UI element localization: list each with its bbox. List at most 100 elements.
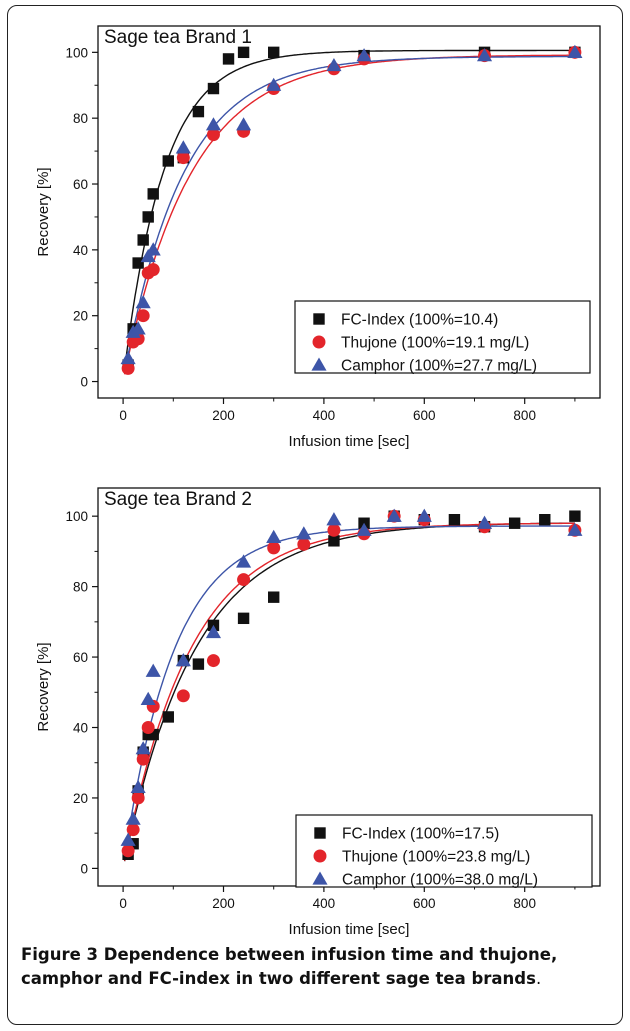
chart2-thujone-point <box>176 689 190 703</box>
chart1-camphor-point <box>135 294 151 309</box>
chart1-fc-index-point <box>207 82 220 95</box>
chart1-thujone-point <box>121 361 135 375</box>
chart2-camphor-point <box>125 811 141 825</box>
chart2-fc-index-fit-curve <box>123 522 575 862</box>
chart1-y-tick-label: 20 <box>73 309 88 324</box>
chart1-thujone-point <box>146 263 160 277</box>
chart1-legend-thujone-marker <box>312 335 326 349</box>
chart2-camphor-point <box>135 741 151 755</box>
chart2-thujone-point <box>267 541 281 555</box>
chart1-camphor-point <box>567 44 583 59</box>
chart2-camphor-points <box>120 508 583 846</box>
chart2-thujone-point <box>327 523 341 537</box>
chart1-y-tick-label: 60 <box>73 177 88 192</box>
chart1-camphor-point <box>120 350 136 365</box>
chart2-fc-index-point <box>192 658 205 670</box>
chart2-title: Sage tea Brand 2 <box>104 489 252 510</box>
chart2-fc-index-point <box>147 728 159 741</box>
chart2-camphor-point <box>266 529 282 543</box>
chart2-camphor-point <box>476 515 493 529</box>
chart2-fc-index-point <box>328 535 340 547</box>
chart1-thujone-point <box>176 151 190 165</box>
chart1-thujone-fit-curve <box>123 54 575 375</box>
chart1-thujone-point <box>206 128 220 142</box>
chart1-legend-camphor-marker <box>311 357 327 371</box>
chart2-x-axis-label: Infusion time [sec] <box>289 921 410 938</box>
chart1-fc-index-point <box>192 105 205 118</box>
chart1-thujone-point <box>136 309 150 323</box>
chart2-camphor-point <box>145 663 161 677</box>
chart2-thujone-point <box>136 752 150 766</box>
figure-caption: Figure 3 Dependence between infusion tim… <box>21 943 616 991</box>
chart1-x-axis-label: Infusion time [sec] <box>289 433 410 450</box>
chart2-x-tick-label: 600 <box>413 896 436 911</box>
chart2-x-tick-label: 0 <box>119 896 127 911</box>
chart2-legend-camphor-label: Camphor (100%=38.0 mg/L) <box>342 872 538 889</box>
chart1-camphor-point <box>266 77 282 91</box>
chart2-camphor-point <box>236 554 252 568</box>
chart1-fc-index-point <box>237 46 250 59</box>
chart2-thujone-point <box>206 654 220 668</box>
chart1-y-tick-label: 0 <box>80 375 88 390</box>
chart1-title: Sage tea Brand 1 <box>104 27 252 48</box>
chart2-y-tick-label: 0 <box>80 861 88 876</box>
chart2-fc-index-point <box>508 517 521 529</box>
caption-period: . <box>535 969 542 988</box>
figure-label: Figure 3 <box>21 945 99 964</box>
chart2-camphor-point <box>175 653 191 667</box>
chart1-fc-index-fit-curve <box>123 49 575 370</box>
chart2-camphor-point <box>567 522 583 536</box>
chart-brand-1: 0 200 400 600 800 0 20 40 60 80 100 Infusion time [… <box>35 25 601 450</box>
chart2-x-tick-label: 800 <box>513 896 536 911</box>
chart1-x-tick-label: 0 <box>119 408 127 423</box>
chart2-fc-index-points <box>122 510 581 861</box>
chart1-camphor-points <box>120 44 583 365</box>
chart2-camphor-point <box>120 832 136 846</box>
chart2-fc-index-point <box>237 612 250 625</box>
chart2-thujone-point <box>121 844 135 858</box>
chart2-thujone-point <box>141 721 155 734</box>
chart2-legend-camphor-marker <box>312 871 328 885</box>
chart2-fc-index-point <box>448 513 461 526</box>
chart1-legend-thujone-label: Thujone (100%=19.1 mg/L) <box>341 335 529 352</box>
chart1-x-tick-label: 200 <box>212 408 235 423</box>
chart2-legend-fc-index-marker <box>314 827 326 839</box>
chart2-camphor-point <box>356 522 372 536</box>
chart2-camphor-point <box>386 508 402 522</box>
chart1-fc-index-point <box>162 155 174 167</box>
chart2-y-axis-label: Recovery [%] <box>35 642 52 731</box>
chart1-y-tick-label: 80 <box>73 111 88 126</box>
chart1-y-tick-label: 100 <box>65 45 88 60</box>
chart2-fc-index-point <box>569 510 581 522</box>
chart1-camphor-point <box>205 117 222 131</box>
chart2-camphor-point <box>140 691 156 705</box>
chart2-y-tick-label: 100 <box>65 509 88 524</box>
chart2-camphor-point <box>205 624 222 639</box>
chart2-x-tick-label: 200 <box>212 896 235 911</box>
chart1-camphor-point <box>326 57 342 72</box>
chart1-legend-camphor-label: Camphor (100%=27.7 mg/L) <box>341 358 537 375</box>
chart2-y-tick-label: 60 <box>73 650 88 665</box>
chart2-fc-index-point <box>162 711 174 723</box>
chart1-x-tick-label: 600 <box>413 408 436 423</box>
chart-brand-2: 0 200 400 600 800 0 20 40 60 80 100 Infusion time [… <box>35 487 601 938</box>
caption-text: Dependence between infusion time and thu… <box>21 945 558 988</box>
chart2-x-tick-label: 400 <box>313 896 336 911</box>
chart1-plot-area <box>97 25 601 399</box>
chart2-camphor-point <box>416 508 432 522</box>
chart1-camphor-point <box>145 242 161 256</box>
chart1-camphor-fit-curve <box>123 55 575 374</box>
chart2-thujone-points <box>121 509 582 858</box>
chart2-legend-fc-index-label: FC-Index (100%=17.5) <box>342 826 499 843</box>
chart1-fc-index-point <box>222 53 235 65</box>
chart2-camphor-point <box>130 779 146 794</box>
chart1-legend-fc-index-marker <box>313 313 325 325</box>
chart1-camphor-point <box>130 321 146 335</box>
chart1-x-tick-label: 400 <box>313 408 336 423</box>
chart1-fc-index-point <box>132 257 144 269</box>
chart1-fc-index-point <box>142 211 154 223</box>
chart2-legend-thujone-marker <box>313 849 327 863</box>
chart1-y-tick-label: 40 <box>73 243 88 258</box>
chart2-y-tick-label: 40 <box>73 721 88 736</box>
chart2-y-tick-label: 80 <box>73 580 88 595</box>
